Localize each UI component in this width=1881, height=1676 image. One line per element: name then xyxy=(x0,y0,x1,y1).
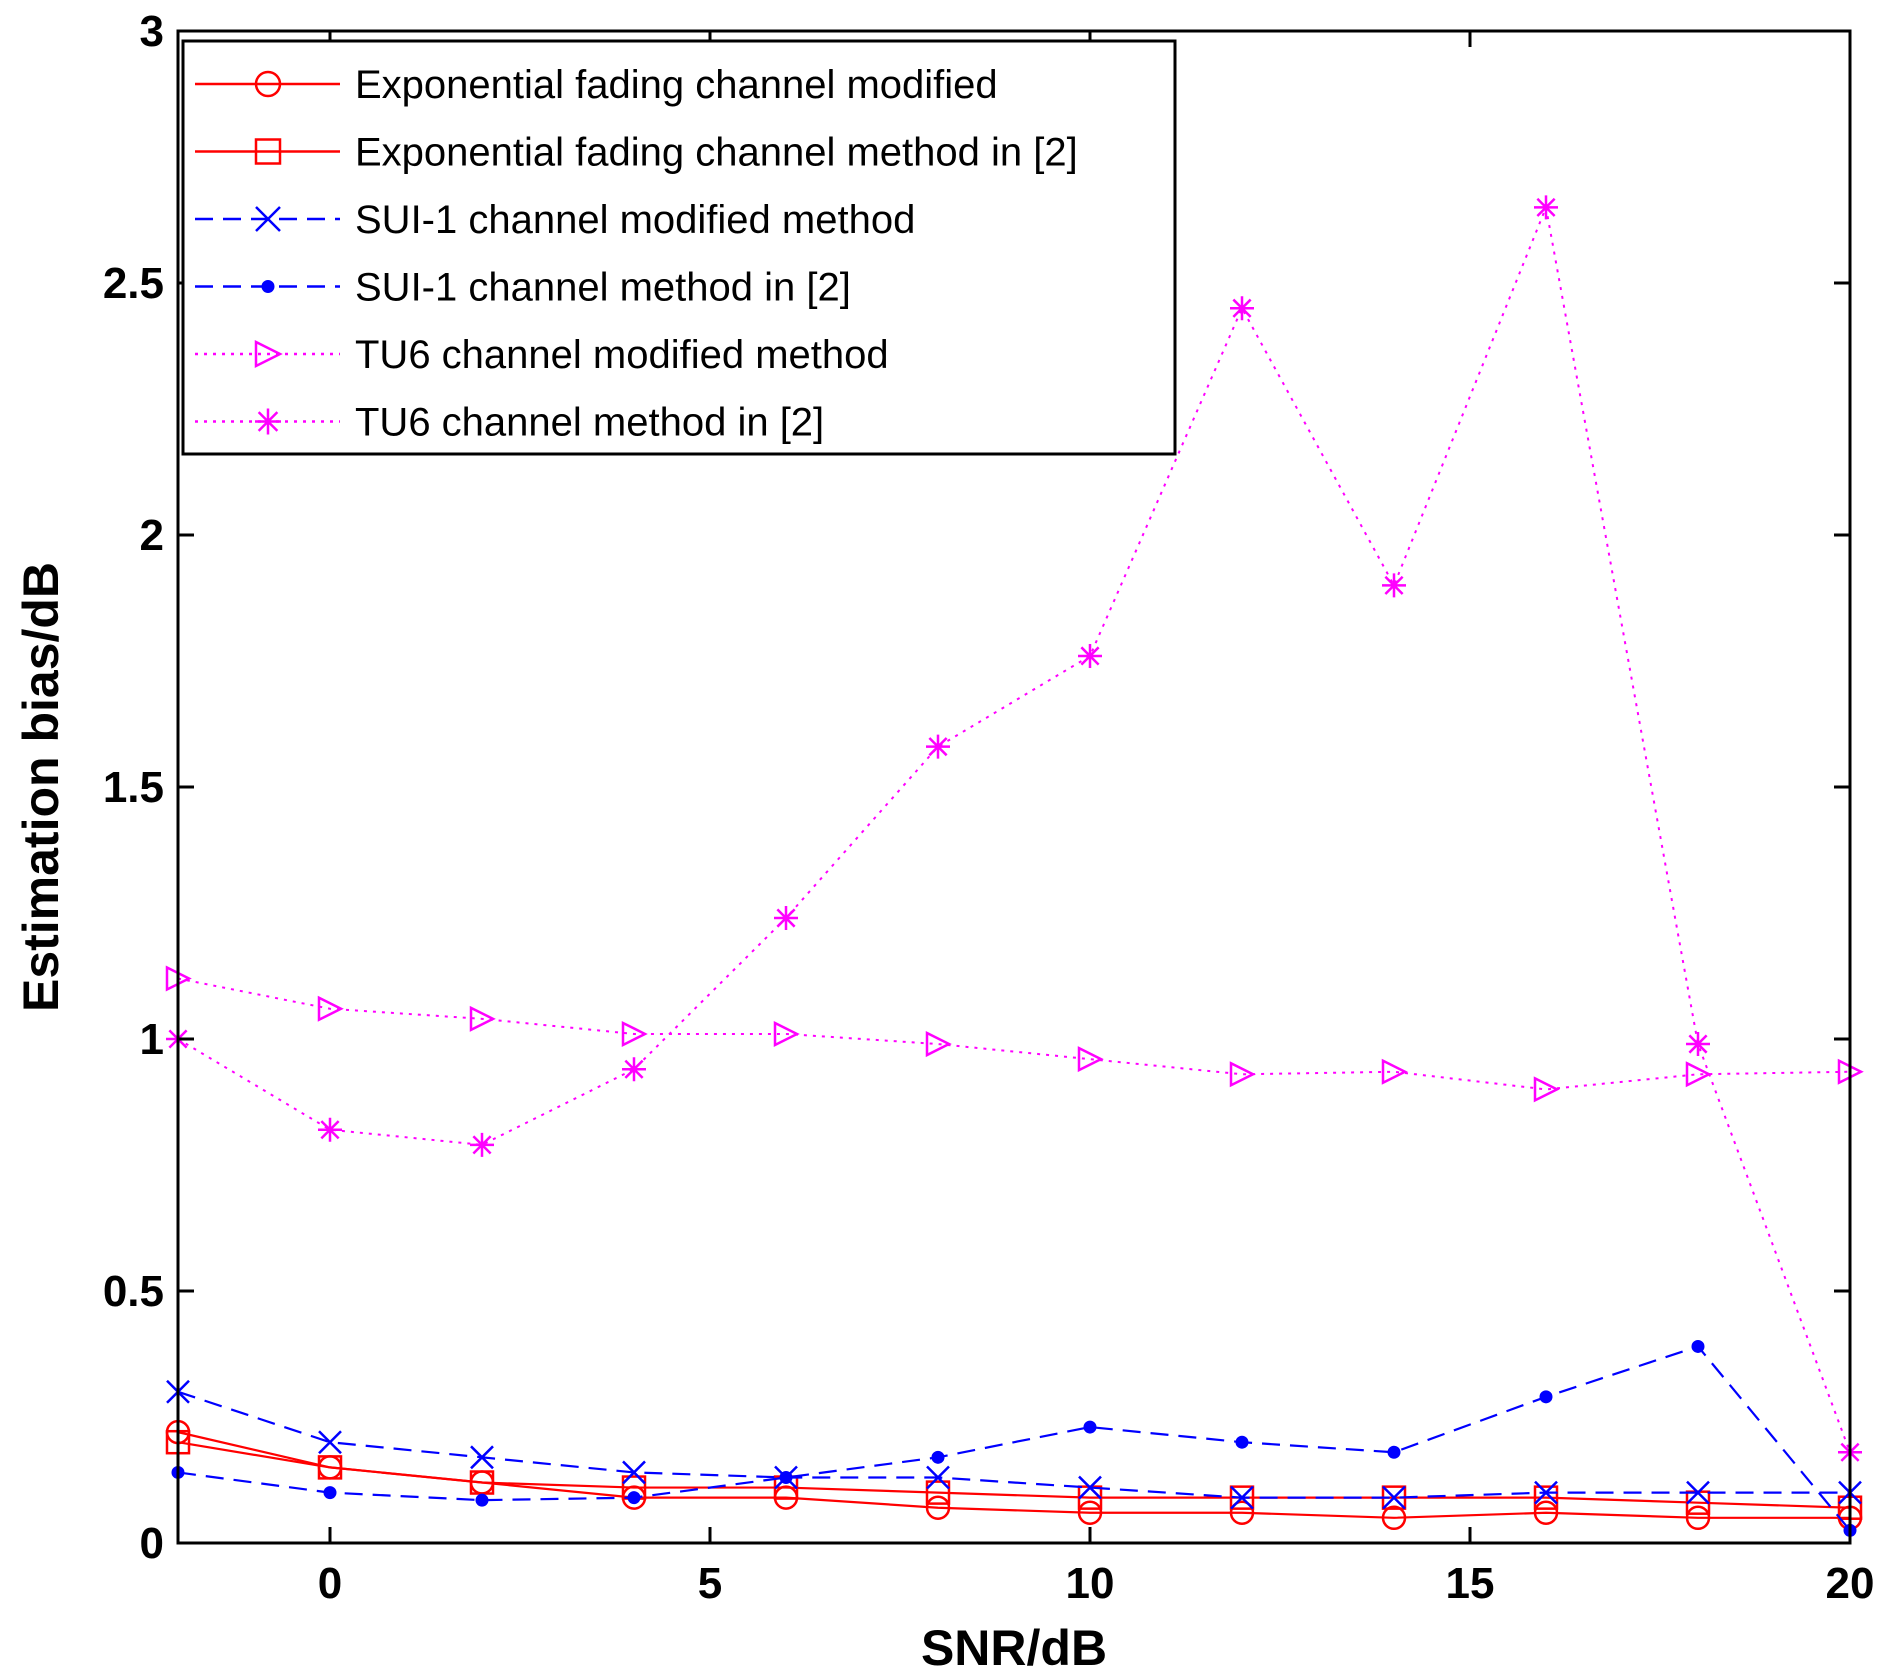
data-point xyxy=(926,734,950,759)
data-point xyxy=(1533,1076,1560,1103)
data-point xyxy=(926,1465,950,1490)
data-point xyxy=(1685,1061,1712,1088)
data-point xyxy=(773,1020,800,1047)
data-point xyxy=(1533,1485,1559,1510)
data-point xyxy=(318,1430,342,1455)
x-tick-label: 10 xyxy=(1066,1559,1115,1608)
legend-entries: Exponential fading channel modified Expon… xyxy=(195,63,1078,445)
data-point xyxy=(255,206,281,232)
legend-box xyxy=(181,39,1177,456)
data-point xyxy=(255,408,281,435)
series xyxy=(171,1339,1857,1537)
y-tick-label: 0 xyxy=(140,1519,164,1568)
ticks-layer: 0 5 10 15 20 0 0.5 1 1.5 2 2.5 3 xyxy=(103,7,1875,1608)
data-point xyxy=(317,995,344,1022)
y-axis-label: Estimation bias/dB xyxy=(13,562,69,1012)
series-layer xyxy=(165,195,1864,1537)
legend-label: Exponential fading channel method in [2] xyxy=(355,131,1078,175)
legend-label: TU6 channel method in [2] xyxy=(355,401,824,445)
legend-label: TU6 channel modified method xyxy=(355,333,889,377)
data-point xyxy=(1230,1485,1254,1510)
data-point xyxy=(779,1470,793,1484)
data-point xyxy=(475,1493,489,1507)
legend-entry: Exponential fading channel method in [2] xyxy=(195,131,1078,175)
data-point xyxy=(1382,1485,1406,1510)
data-point xyxy=(1229,1500,1255,1526)
data-point xyxy=(1078,1475,1102,1500)
legend-entry: SUI-1 channel method in [2] xyxy=(195,266,851,310)
y-tick-label: 1 xyxy=(140,1015,164,1064)
data-point xyxy=(1381,1058,1408,1085)
data-point xyxy=(261,280,275,293)
data-point xyxy=(1382,573,1406,598)
data-point xyxy=(1686,1480,1710,1505)
data-point xyxy=(254,138,282,165)
series xyxy=(166,1379,1862,1510)
data-point xyxy=(323,1486,337,1500)
x-tick-label: 0 xyxy=(318,1559,342,1608)
data-point xyxy=(1235,1435,1249,1449)
x-tick-label: 20 xyxy=(1826,1559,1875,1608)
legend-entry: TU6 channel method in [2] xyxy=(195,401,824,445)
y-tick-label: 2 xyxy=(140,511,164,560)
data-point xyxy=(622,1460,646,1485)
data-point xyxy=(1083,1420,1097,1434)
y-tick-label: 1.5 xyxy=(103,763,164,812)
data-point xyxy=(1387,1445,1401,1459)
y-tick-label: 3 xyxy=(140,7,164,56)
data-point xyxy=(1691,1339,1705,1353)
legend-entry: Exponential fading channel modified xyxy=(195,63,998,107)
data-point xyxy=(1229,1061,1256,1088)
data-point xyxy=(1077,1046,1104,1073)
series-line xyxy=(177,1390,1850,1499)
legend-entry: SUI-1 channel modified method xyxy=(195,198,915,242)
x-tick-label: 5 xyxy=(698,1559,722,1608)
data-point xyxy=(1077,1500,1103,1526)
data-point xyxy=(469,1005,496,1032)
data-point xyxy=(1534,1480,1558,1505)
data-point xyxy=(254,339,283,369)
data-point xyxy=(1534,195,1558,220)
data-point xyxy=(627,1491,641,1505)
data-point xyxy=(1078,643,1102,668)
legend-label: SUI-1 channel method in [2] xyxy=(355,266,851,310)
x-axis-label: SNR/dB xyxy=(921,1620,1107,1676)
series-line xyxy=(177,977,1851,1091)
legend-label: SUI-1 channel modified method xyxy=(355,198,915,242)
data-point xyxy=(470,1132,494,1157)
y-tick-label: 0.5 xyxy=(103,1267,164,1316)
data-point xyxy=(1533,1500,1559,1526)
series-line xyxy=(177,1345,1851,1532)
y-tick-label: 2.5 xyxy=(103,259,164,308)
data-point xyxy=(1686,1032,1710,1057)
data-point xyxy=(254,70,282,98)
data-point xyxy=(470,1445,494,1470)
data-point xyxy=(1539,1390,1553,1404)
legend: Exponential fading channel modified Expon… xyxy=(181,39,1177,456)
data-point xyxy=(469,1470,495,1495)
legend-label: Exponential fading channel modified xyxy=(355,63,998,107)
data-point xyxy=(931,1450,945,1464)
data-point xyxy=(1229,1485,1255,1510)
x-tick-label: 15 xyxy=(1446,1559,1495,1608)
data-point xyxy=(925,1495,951,1520)
data-point xyxy=(622,1057,646,1082)
data-point xyxy=(774,906,798,931)
data-point xyxy=(1230,296,1254,321)
data-point xyxy=(621,1020,648,1047)
data-point xyxy=(925,1031,952,1058)
data-point xyxy=(318,1117,342,1142)
data-point xyxy=(1685,1505,1711,1531)
legend-entry: TU6 channel modified method xyxy=(195,333,889,377)
data-point xyxy=(317,1455,343,1480)
data-point xyxy=(925,1480,951,1505)
series-line xyxy=(177,1441,1851,1509)
data-point xyxy=(1381,1505,1407,1531)
